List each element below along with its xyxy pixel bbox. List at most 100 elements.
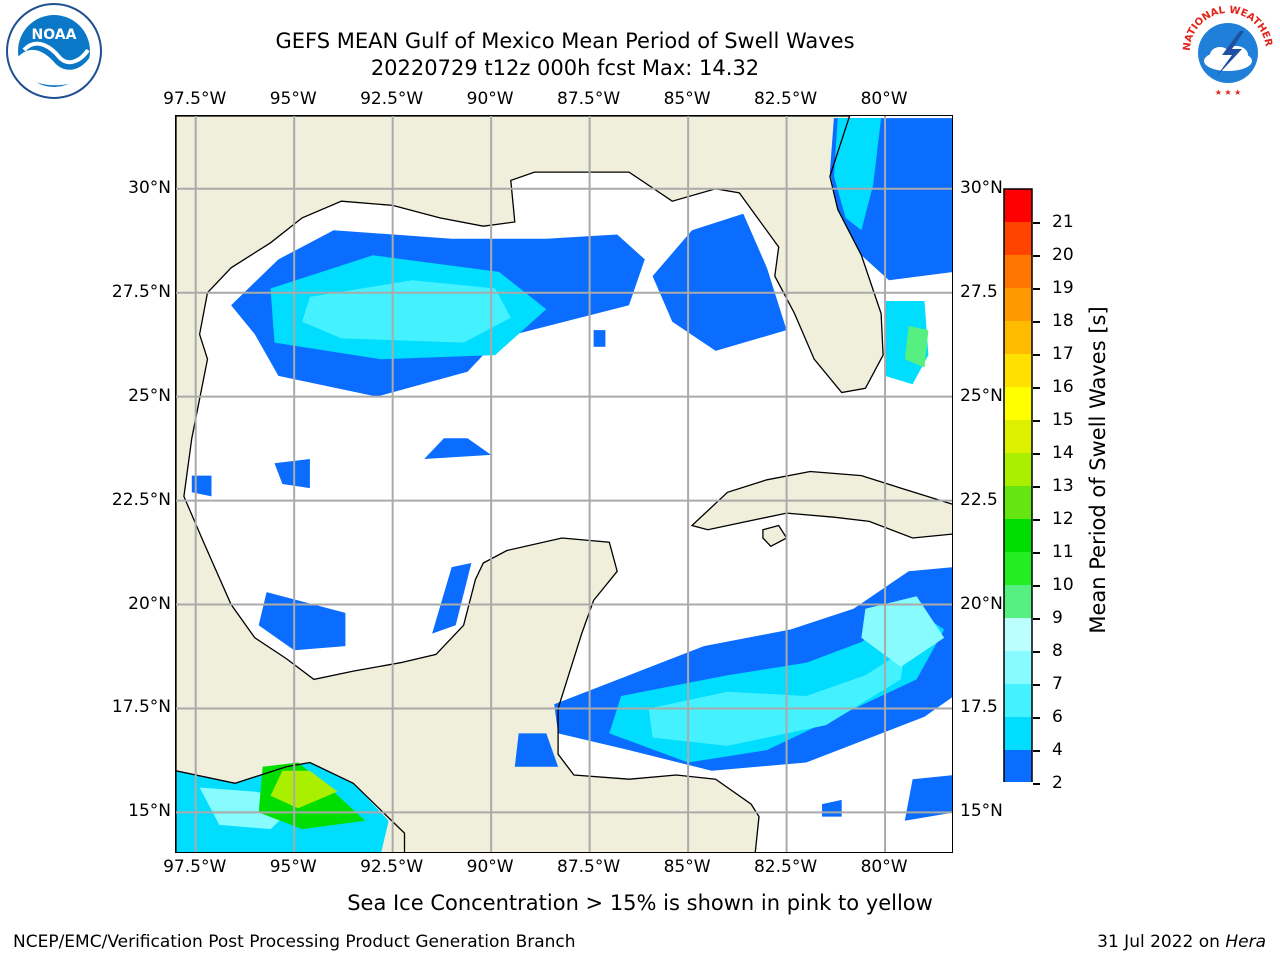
footer-date-text: 31 Jul 2022 on [1097, 932, 1226, 952]
swell-band-7-8-11 [861, 596, 945, 667]
swell-band-2-4-14 [424, 438, 492, 459]
colorbar-title: Mean Period of Swell Waves [s] [1086, 306, 1110, 634]
colorbar-tick-mark [1033, 321, 1040, 323]
colorbar-swatch [1004, 486, 1032, 519]
swell-band-6-7-10 [648, 650, 905, 746]
colorbar-tick-label: 14 [1052, 443, 1074, 463]
colorbar-swatch [1004, 552, 1032, 585]
swell-band-2-4-3 [652, 213, 787, 351]
colorbar-swatch [1004, 750, 1032, 782]
lat-tick-right: 22.5 [960, 489, 998, 510]
land-isla-juventud-coastline [762, 524, 788, 548]
lon-tick-top: 85°W [663, 89, 711, 109]
lat-tick-left: 27.5°N [111, 281, 171, 302]
lon-tick-top: 82.5°W [753, 89, 818, 109]
lon-tick-bottom: 97.5°W [163, 857, 227, 877]
lon-tick-bottom: 90°W [466, 857, 514, 877]
swell-band-2-4-15 [274, 459, 310, 489]
colorbar-swatch [1004, 717, 1032, 750]
footer-date: 31 Jul 2022 on Hera [1097, 932, 1266, 952]
sea-ice-note: Sea Ice Concentration > 15% is shown in … [347, 891, 933, 915]
swell-band-6-7-2 [302, 280, 511, 343]
footer-host: Hera [1225, 932, 1266, 952]
map-title: GEFS MEAN Gulf of Mexico Mean Period of … [275, 29, 855, 53]
colorbar-tick-mark [1033, 717, 1040, 719]
colorbar-tick-mark [1033, 255, 1040, 257]
noaa-logo: NOAA [6, 3, 102, 99]
colorbar-tick-label: 6 [1052, 707, 1063, 727]
colorbar-tick-label: 16 [1052, 377, 1074, 397]
colorbar-swatch [1004, 255, 1032, 288]
lat-tick-right: 27.5 [960, 281, 998, 302]
lon-tick-bottom: 95°W [269, 857, 317, 877]
colorbar-swatch [1004, 354, 1032, 387]
colorbar-tick-mark [1033, 387, 1040, 389]
colorbar-swatch [1004, 420, 1032, 453]
map-subtitle: 20220729 t12z 000h fcst Max: 14.32 [370, 56, 760, 80]
noaa-logo-text: NOAA [32, 27, 77, 43]
colorbar-tick-label: 18 [1052, 311, 1074, 331]
swell-band-2-4-16 [191, 475, 212, 497]
colorbar-tick-mark [1033, 684, 1040, 686]
colorbar-swatch [1004, 651, 1032, 684]
lon-tick-bottom: 85°W [663, 857, 711, 877]
colorbar-tick-label: 15 [1052, 410, 1074, 430]
colorbar-tick-label: 11 [1052, 542, 1074, 562]
colorbar-tick-label: 7 [1052, 674, 1063, 694]
colorbar-swatch [1004, 684, 1032, 717]
colorbar-tick-mark [1033, 222, 1040, 224]
map-panel [175, 115, 953, 853]
colorbar-tick-label: 8 [1052, 641, 1063, 661]
colorbar-tick-mark [1033, 486, 1040, 488]
swell-band-2-4-17 [432, 563, 472, 634]
colorbar-tick-label: 20 [1052, 245, 1074, 265]
swell-band-2-4-19 [822, 799, 842, 817]
land-cuba-coastline [690, 470, 952, 539]
colorbar-swatch [1004, 585, 1032, 618]
lon-tick-top: 87.5°W [557, 89, 621, 109]
colorbar-swatch [1004, 618, 1032, 651]
gridlines [176, 116, 952, 852]
swell-band-4-6-5 [833, 118, 882, 231]
colorbar-swatch [1004, 321, 1032, 354]
lon-tick-bottom: 82.5°W [753, 857, 818, 877]
colorbar-tick-mark [1033, 519, 1040, 521]
colorbar-tick-label: 17 [1052, 344, 1074, 364]
lon-tick-top: 90°W [466, 89, 514, 109]
colorbar-swatch [1004, 519, 1032, 552]
colorbar-tick-label: 19 [1052, 278, 1074, 298]
colorbar-tick-mark [1033, 420, 1040, 422]
colorbar-outline [1003, 188, 1033, 782]
swell-band-8-9-7 [904, 326, 929, 368]
colorbar-tick-label: 4 [1052, 740, 1063, 760]
lon-tick-bottom: 87.5°W [557, 857, 621, 877]
lat-tick-left: 20°N [128, 593, 171, 614]
colorbar-tick-label: 12 [1052, 509, 1074, 529]
lat-tick-left: 30°N [128, 177, 171, 198]
land-cuba [692, 471, 952, 538]
lat-tick-left: 22.5°N [111, 489, 171, 510]
footer-organization: NCEP/EMC/Verification Post Processing Pr… [13, 932, 576, 952]
swell-band-12-13-24 [270, 770, 338, 809]
svg-text:★ ★ ★: ★ ★ ★ [1215, 88, 1242, 97]
lat-tick-right: 25°N [960, 385, 1003, 406]
colorbar-tick-mark [1033, 618, 1040, 620]
colorbar-swatch [1004, 288, 1032, 321]
land-north-america-coastline [176, 116, 884, 852]
colorbar-swatch [1004, 222, 1032, 255]
lon-tick-top: 95°W [269, 89, 317, 109]
colorbar-tick-mark [1033, 552, 1040, 554]
lon-tick-bottom: 80°W [860, 857, 908, 877]
lon-tick-top: 92.5°W [360, 89, 424, 109]
colorbar-swatch [1004, 453, 1032, 486]
colorbar-tick-label: 2 [1052, 773, 1063, 793]
colorbar-tick-mark [1033, 783, 1040, 785]
lat-tick-right: 15°N [960, 801, 1003, 822]
colorbar-tick-label: 13 [1052, 476, 1074, 496]
swell-band-2-4-13 [258, 592, 346, 651]
map-canvas [176, 116, 952, 852]
colorbar-tick-label: 9 [1052, 608, 1063, 628]
lat-tick-right: 20°N [960, 593, 1003, 614]
colorbar-tick-label: 21 [1052, 212, 1074, 232]
colorbar-tick-mark [1033, 288, 1040, 290]
